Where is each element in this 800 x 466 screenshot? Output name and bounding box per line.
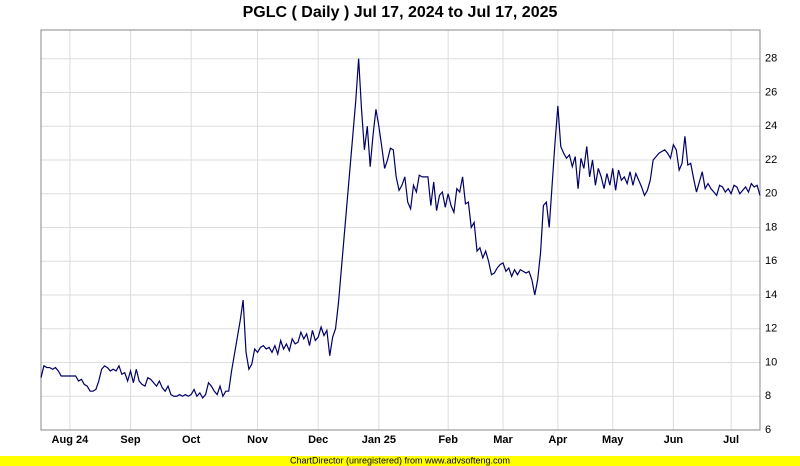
- y-tick-label: 22: [765, 154, 777, 166]
- x-tick-label: Sep: [120, 434, 140, 446]
- x-tick-label: Aug 24: [52, 434, 90, 446]
- x-tick-label: Dec: [308, 434, 328, 446]
- x-tick-label: May: [602, 434, 624, 446]
- y-tick-label: 12: [765, 323, 777, 335]
- y-tick-label: 26: [765, 86, 777, 98]
- x-tick-label: Jul: [723, 434, 739, 446]
- x-tick-label: Jun: [664, 434, 684, 446]
- y-tick-label: 14: [765, 289, 777, 301]
- chart-title: PGLC ( Daily ) Jul 17, 2024 to Jul 17, 2…: [243, 4, 558, 21]
- price-line: [40, 58, 761, 399]
- y-tick-label: 28: [765, 53, 777, 65]
- x-tick-label: Feb: [438, 434, 458, 446]
- plot-border: [40, 29, 761, 431]
- x-tick-label: Mar: [493, 434, 513, 446]
- y-tick-label: 18: [765, 221, 777, 233]
- y-tick-label: 16: [765, 255, 777, 267]
- y-tick-label: 6: [765, 424, 771, 436]
- x-tick-label: Nov: [247, 434, 269, 446]
- footer-bar: [0, 456, 800, 466]
- x-tick-label: Jan 25: [362, 434, 396, 446]
- x-tick-label: Apr: [548, 434, 568, 446]
- y-tick-label: 24: [765, 120, 777, 132]
- footer: ChartDirector (unregistered) from www.ad…: [290, 455, 510, 465]
- y-tick-label: 10: [765, 356, 777, 368]
- y-tick-label: 20: [765, 188, 777, 200]
- x-tick-label: Oct: [182, 434, 201, 446]
- y-tick-label: 8: [765, 390, 771, 402]
